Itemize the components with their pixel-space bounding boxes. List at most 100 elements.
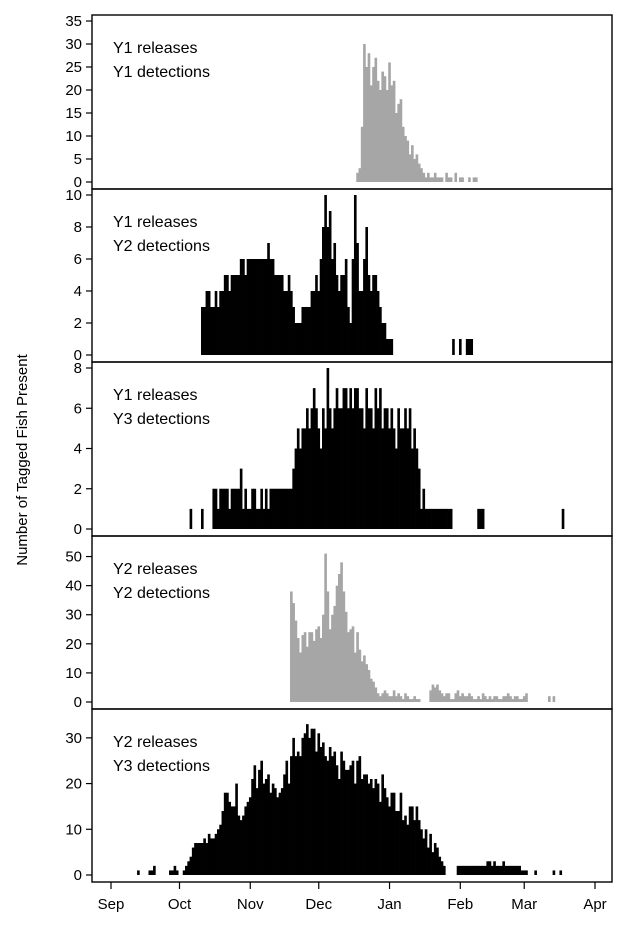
bar — [212, 838, 216, 875]
bar — [216, 829, 220, 875]
y-tick-label: 10 — [65, 821, 82, 838]
bar — [216, 508, 220, 530]
bar — [372, 681, 375, 702]
bar — [326, 760, 330, 875]
bar — [221, 488, 225, 529]
bar — [424, 829, 428, 875]
bar — [258, 259, 261, 355]
bar — [379, 801, 382, 875]
y-tick-label: 35 — [65, 13, 82, 30]
y-tick-label: 0 — [74, 521, 82, 538]
bar — [232, 275, 236, 355]
bar — [248, 259, 252, 355]
bar — [290, 591, 293, 702]
bar — [436, 177, 439, 182]
bar — [516, 865, 519, 875]
bar — [392, 428, 396, 530]
bar — [484, 865, 487, 875]
bar — [470, 339, 474, 355]
bar — [223, 275, 227, 355]
bar — [267, 774, 270, 875]
bar — [363, 44, 366, 182]
bar — [219, 488, 222, 529]
bar — [454, 172, 458, 182]
bar — [411, 806, 414, 875]
bar — [406, 824, 410, 875]
bar — [372, 275, 375, 355]
bar — [360, 408, 364, 529]
bar — [228, 508, 232, 530]
bar — [340, 408, 343, 529]
bar — [458, 865, 462, 875]
bar — [251, 259, 254, 355]
bar — [443, 508, 446, 530]
bar — [328, 747, 332, 875]
bar — [239, 259, 243, 355]
bar — [477, 508, 480, 530]
bar — [349, 629, 353, 702]
bar — [479, 865, 483, 875]
y-tick-label: 5 — [74, 151, 82, 168]
bar — [431, 684, 435, 702]
bar — [278, 488, 282, 529]
bar — [470, 696, 474, 702]
bar — [230, 275, 234, 355]
bars — [189, 368, 565, 530]
y-tick-label: 10 — [65, 128, 82, 145]
bar — [376, 408, 380, 529]
bar — [223, 488, 227, 529]
bar — [493, 861, 496, 875]
bar — [214, 488, 218, 529]
bar — [239, 820, 243, 875]
bar — [326, 368, 330, 529]
bar — [388, 806, 391, 875]
bar — [559, 870, 563, 875]
bar — [221, 811, 225, 875]
bar — [481, 865, 485, 875]
bar — [335, 765, 339, 875]
bar — [296, 428, 300, 530]
bar — [436, 508, 439, 530]
bar — [431, 508, 435, 530]
bar — [392, 792, 396, 875]
bar — [276, 797, 279, 875]
bar — [422, 172, 426, 182]
bar — [379, 307, 382, 355]
bar — [301, 635, 305, 702]
bar — [470, 865, 474, 875]
bar — [513, 696, 517, 702]
bar — [431, 852, 435, 875]
bar — [433, 843, 437, 875]
bar — [358, 408, 362, 529]
bar — [413, 820, 416, 875]
bar — [317, 626, 321, 702]
bar — [399, 792, 403, 875]
bar — [374, 388, 378, 530]
bar — [513, 865, 517, 875]
bar — [324, 428, 327, 530]
x-tick-label: Jan — [377, 896, 401, 913]
y-tick-label: 20 — [65, 82, 82, 99]
bar — [520, 699, 524, 702]
bar — [458, 696, 462, 702]
bar — [324, 553, 327, 702]
bar — [235, 488, 238, 529]
bar — [292, 307, 295, 355]
panel-label-line: Y2 detections — [113, 238, 210, 255]
bar — [333, 606, 337, 702]
bar — [440, 177, 444, 182]
bar — [552, 696, 556, 702]
bar — [397, 408, 400, 529]
bar — [504, 865, 508, 875]
bar — [262, 259, 266, 355]
bars — [356, 44, 478, 183]
bar — [415, 806, 419, 875]
bar — [342, 275, 346, 355]
bar — [319, 638, 323, 702]
bar — [518, 865, 521, 875]
bar — [390, 408, 394, 529]
bar — [303, 632, 307, 702]
panel-label-line: Y3 detections — [113, 411, 210, 428]
bar — [390, 792, 394, 875]
